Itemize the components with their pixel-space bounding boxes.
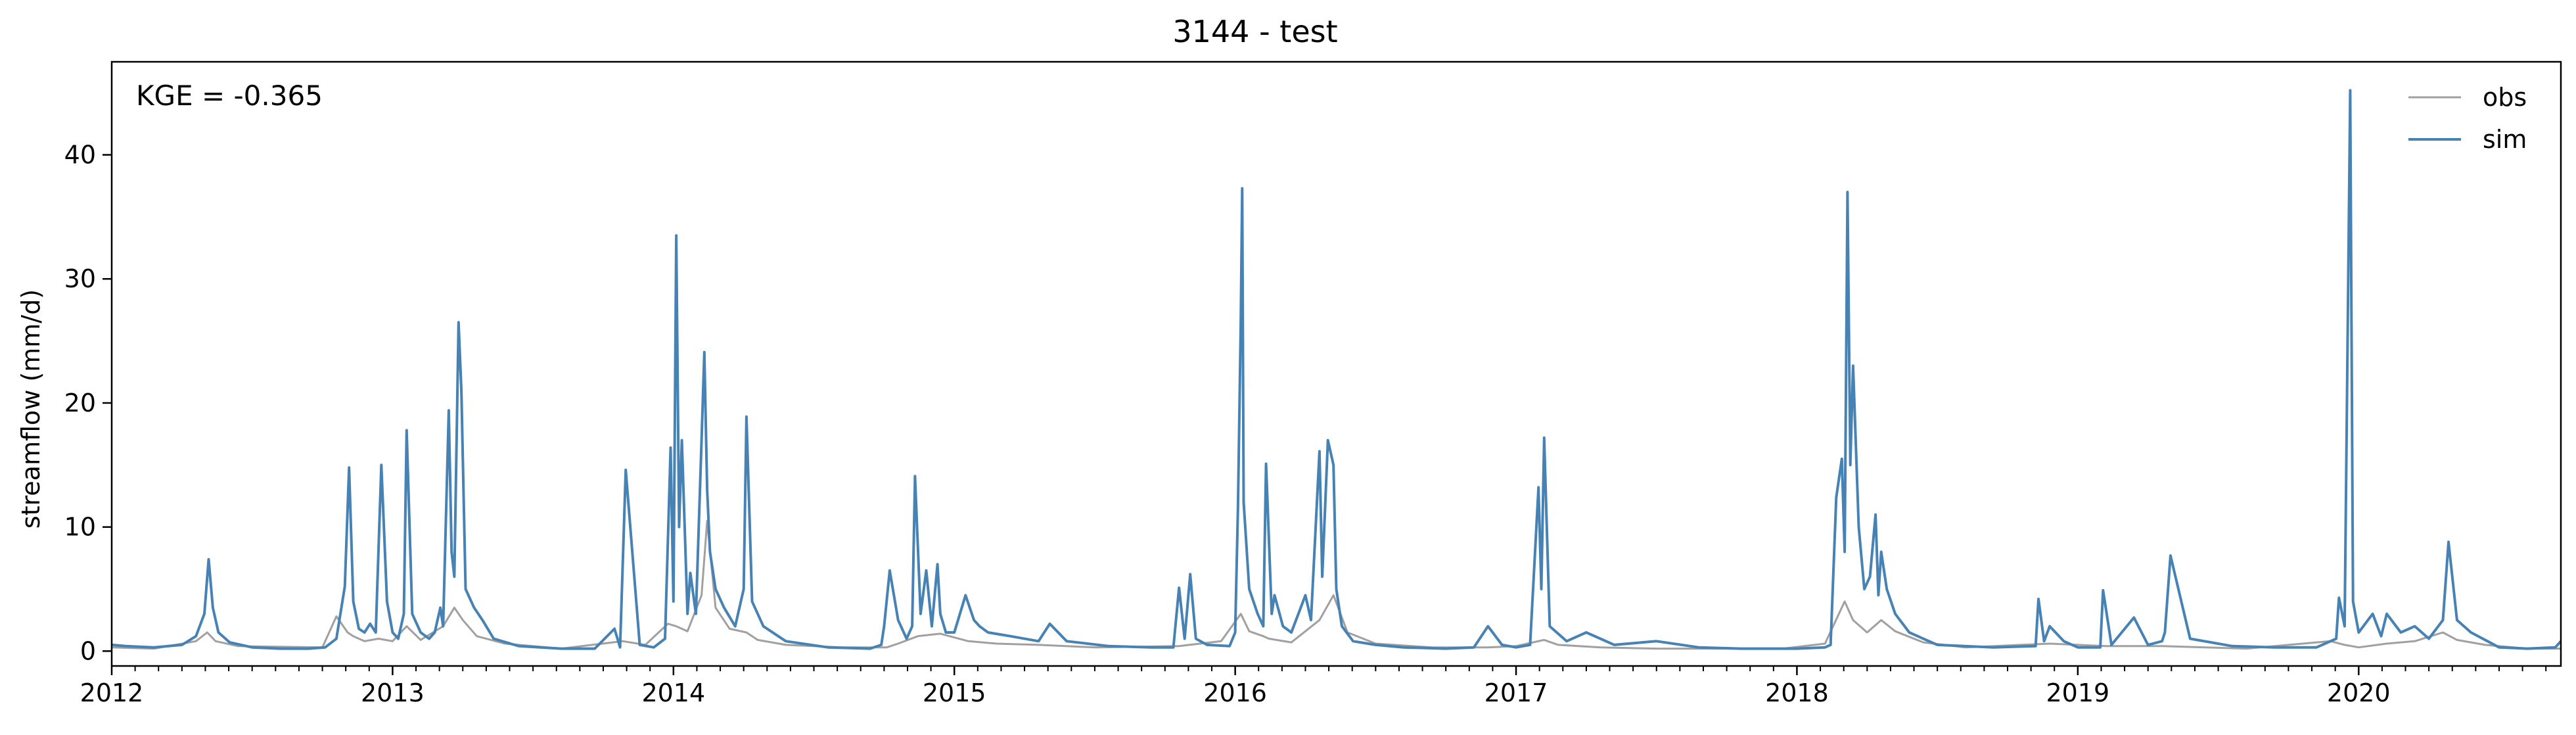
x-tick-label: 2013 [361, 678, 425, 707]
plot-frame [110, 60, 2562, 667]
chart-title: 3144 - test [1172, 14, 1337, 49]
x-tick-label: 2019 [2046, 678, 2109, 707]
legend-label-obs: obs [2483, 83, 2527, 112]
legend: obs sim [2408, 83, 2527, 154]
x-tick-label: 2018 [1765, 678, 1829, 707]
x-tick-label: 2014 [641, 678, 705, 707]
y-tick-label: 0 [80, 636, 96, 665]
y-tick-label: 30 [64, 264, 96, 293]
x-tick-label: 2012 [80, 678, 144, 707]
kge-annotation: KGE = -0.365 [136, 80, 323, 112]
legend-label-sim: sim [2483, 125, 2527, 154]
x-tick-label: 2016 [1203, 678, 1267, 707]
x-tick-label: 2017 [1484, 678, 1548, 707]
y-tick-label: 10 [64, 513, 96, 542]
y-tick-label: 20 [64, 389, 96, 417]
x-axis: 2012 2013 2014 2015 2016 2017 2018 2019 2020 [80, 666, 2547, 707]
series-line-sim [112, 89, 2561, 650]
x-tick-label: 2020 [2327, 678, 2391, 707]
y-axis: 0 10 20 30 40 [64, 141, 112, 665]
y-axis-title: streamflow (mm/d) [16, 289, 45, 529]
series-layer [112, 89, 2561, 650]
x-tick-label: 2015 [923, 678, 986, 707]
y-tick-label: 40 [64, 141, 96, 170]
